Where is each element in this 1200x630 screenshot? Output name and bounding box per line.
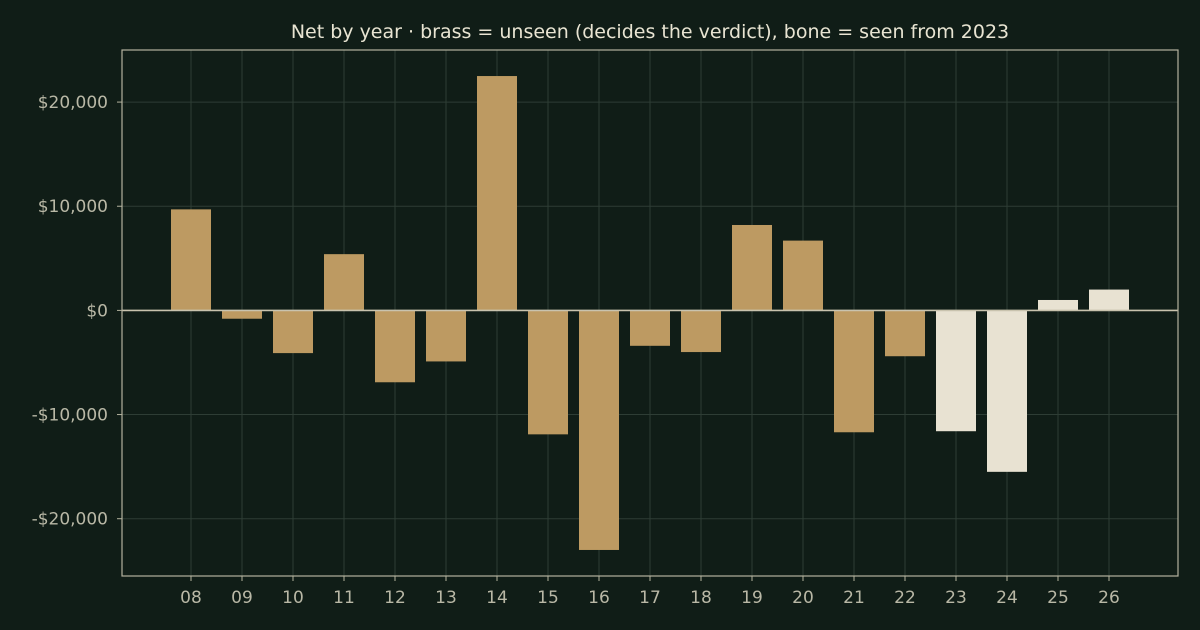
- x-tick-label: 08: [180, 588, 202, 608]
- bar-18: [681, 310, 721, 353]
- x-tick-label: 19: [741, 588, 763, 608]
- chart-title: Net by year · brass = unseen (decides th…: [291, 21, 1009, 43]
- bar-10: [273, 310, 313, 354]
- bar-23: [936, 310, 976, 432]
- x-tick-label: 23: [945, 588, 967, 608]
- bar-19: [732, 224, 772, 311]
- x-tick-label: 22: [894, 588, 916, 608]
- bar-24: [987, 310, 1027, 472]
- bar-11: [324, 254, 364, 311]
- x-tick-label: 21: [843, 588, 865, 608]
- x-tick-label: 17: [639, 588, 661, 608]
- x-tick-label: 16: [588, 588, 610, 608]
- plot-frame: [121, 49, 1179, 577]
- bars: [122, 76, 1178, 550]
- y-axis-ticks: $20,000 $10,000 $0 -$10,000 -$20,000: [32, 93, 122, 530]
- y-tick-label: $0: [86, 301, 108, 321]
- bar-22: [885, 310, 925, 357]
- x-axis-ticks: 08 09 10 11 12 13 14 15 16 17 18 19 20 21 22 23 24 25 26: [180, 576, 1120, 608]
- bar-13: [426, 310, 466, 362]
- bar-08: [171, 209, 211, 311]
- bar-14: [477, 76, 517, 311]
- plot-border: [121, 49, 1179, 577]
- y-tick-label: $20,000: [38, 93, 108, 113]
- x-tick-label: 20: [792, 588, 814, 608]
- x-tick-label: 13: [435, 588, 457, 608]
- bar-21: [834, 310, 874, 433]
- x-tick-label: 11: [333, 588, 355, 608]
- bar-26: [1089, 289, 1129, 311]
- bar-15: [528, 310, 568, 435]
- x-tick-label: 15: [537, 588, 559, 608]
- x-tick-label: 18: [690, 588, 712, 608]
- bar-25: [1038, 299, 1078, 311]
- x-tick-label: 25: [1047, 588, 1069, 608]
- bar-12: [375, 310, 415, 383]
- x-tick-label: 14: [486, 588, 508, 608]
- bar-09: [222, 310, 262, 319]
- x-tick-label: 24: [996, 588, 1018, 608]
- x-tick-label: 10: [282, 588, 304, 608]
- x-tick-label: 09: [231, 588, 253, 608]
- x-tick-label: 26: [1098, 588, 1120, 608]
- bar-17: [630, 310, 670, 346]
- y-tick-label: -$20,000: [32, 510, 108, 530]
- x-tick-label: 12: [384, 588, 406, 608]
- bar-16: [579, 310, 619, 550]
- y-tick-label: -$10,000: [32, 406, 108, 426]
- bar-20: [783, 240, 823, 311]
- y-tick-label: $10,000: [38, 197, 108, 217]
